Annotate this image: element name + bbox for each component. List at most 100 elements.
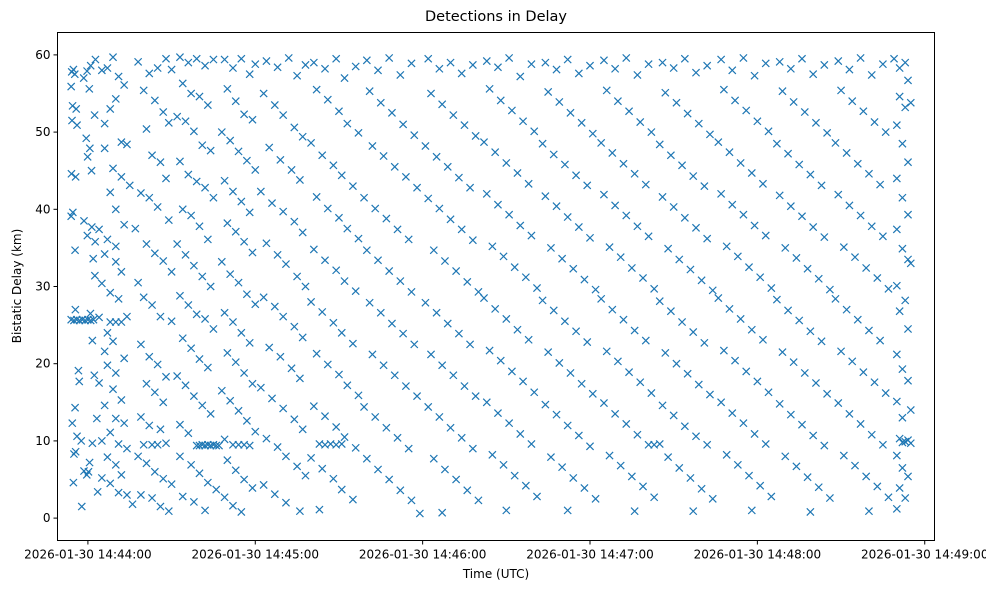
data-point (103, 453, 112, 462)
data-point (527, 231, 536, 240)
data-point (259, 480, 268, 489)
data-point (148, 151, 157, 160)
data-point (92, 414, 101, 423)
data-point (800, 368, 809, 377)
data-point (240, 110, 249, 119)
y-tick-label: 10 (35, 434, 50, 448)
data-point (251, 427, 260, 436)
data-point (903, 376, 913, 385)
data-point (471, 392, 480, 401)
data-point (67, 169, 76, 178)
data-point (901, 494, 910, 503)
data-point (689, 172, 698, 181)
data-point (633, 222, 642, 231)
data-point (867, 222, 876, 231)
data-point (864, 507, 873, 516)
data-point (145, 352, 154, 361)
data-point (360, 193, 369, 202)
data-point (772, 295, 781, 304)
data-point (89, 254, 98, 263)
data-point (519, 117, 528, 126)
data-point (69, 65, 78, 74)
data-point (622, 211, 631, 220)
data-point (507, 367, 516, 376)
data-point (700, 182, 709, 191)
data-point (837, 86, 846, 95)
data-point (287, 165, 296, 174)
data-point (873, 482, 882, 491)
data-point (240, 475, 249, 484)
data-point (563, 55, 572, 64)
data-point (106, 288, 115, 297)
data-point (337, 485, 346, 494)
data-point (479, 294, 489, 303)
data-point (569, 473, 578, 482)
data-point (237, 197, 246, 206)
data-point (175, 420, 184, 429)
data-point (619, 159, 628, 168)
data-point (175, 157, 184, 166)
data-point (438, 100, 447, 109)
data-point (658, 58, 667, 67)
data-point (443, 162, 452, 171)
data-point (878, 440, 887, 449)
data-point (309, 58, 318, 67)
data-point (85, 458, 94, 467)
data-point (401, 172, 410, 181)
data-point (142, 240, 151, 249)
data-point (862, 263, 871, 272)
data-point (195, 222, 204, 231)
data-point (510, 263, 519, 272)
data-point (334, 107, 343, 116)
data-point (134, 452, 143, 461)
data-point (111, 368, 120, 377)
data-point (761, 231, 770, 240)
data-point (452, 267, 461, 276)
data-point (142, 124, 151, 134)
data-point (340, 433, 349, 442)
data-point (845, 201, 854, 210)
data-point (307, 297, 316, 306)
data-point (786, 202, 795, 211)
data-point (842, 148, 851, 157)
data-point (700, 338, 709, 347)
data-point (226, 136, 235, 145)
data-point (728, 200, 737, 209)
data-point (549, 306, 558, 315)
data-point (284, 53, 293, 63)
data-point (387, 108, 396, 117)
data-point (466, 183, 475, 192)
data-point (761, 59, 770, 68)
data-point (159, 474, 168, 483)
data-point (85, 84, 94, 93)
data-point (747, 168, 756, 178)
y-axis: 0 10 20 30 40 50 60 (35, 48, 58, 525)
data-point (446, 423, 455, 432)
data-point (223, 456, 232, 465)
data-point (750, 429, 759, 438)
data-point (320, 64, 330, 73)
data-point (279, 312, 288, 321)
data-point (505, 210, 514, 219)
data-point (117, 172, 126, 181)
data-point (139, 440, 148, 449)
data-point (376, 308, 385, 317)
data-point (72, 104, 81, 113)
data-point (237, 54, 246, 63)
data-point (633, 430, 642, 439)
data-point (901, 103, 910, 112)
data-point (820, 233, 829, 242)
y-tick-label: 30 (35, 280, 50, 294)
data-point (68, 208, 77, 217)
data-point (496, 356, 505, 365)
data-point (641, 336, 650, 345)
data-point (739, 210, 748, 219)
data-point (468, 60, 477, 69)
data-point (91, 55, 100, 64)
data-point (312, 349, 321, 358)
plot-frame (57, 32, 935, 541)
data-point (680, 213, 689, 222)
data-point (650, 493, 659, 502)
data-point (482, 189, 491, 198)
data-point (541, 192, 550, 201)
